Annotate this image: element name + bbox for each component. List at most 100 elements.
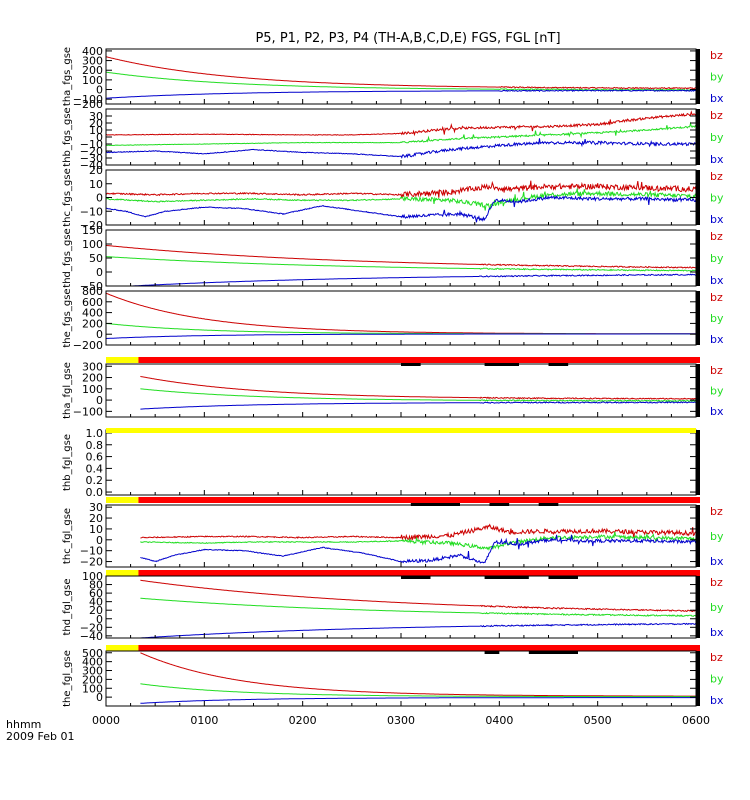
y-axis-label: tha_fgs_gse <box>62 47 73 106</box>
y-tick-label: 0 <box>96 613 103 626</box>
y-tick-label: −20 <box>80 145 103 158</box>
series-group <box>140 579 696 638</box>
panel-frame <box>105 290 697 346</box>
y-tick-label: −10 <box>80 545 103 558</box>
series-bx-line <box>140 401 696 410</box>
legend-bz: bz <box>710 576 723 589</box>
y-tick-label: −20 <box>80 556 103 569</box>
y-tick-label: 500 <box>82 647 103 660</box>
y-axis-label: thd_fgl_gse <box>62 579 73 636</box>
legend-by: by <box>710 71 724 84</box>
series-by-line <box>106 121 696 147</box>
series-by-line <box>106 256 696 272</box>
y-tick-label: 10 <box>89 523 103 536</box>
y-tick-label: 0.2 <box>86 474 104 487</box>
legend-bx: bx <box>710 694 724 707</box>
panel-edge-bar <box>696 651 700 706</box>
series-bz-line <box>106 56 696 90</box>
series-bz-line <box>140 652 696 697</box>
panel-edge-bar <box>696 170 700 225</box>
y-tick-label: 150 <box>82 224 103 237</box>
y-tick-label: 100 <box>82 74 103 87</box>
legend-by: by <box>710 673 724 686</box>
series-by-line <box>106 322 696 335</box>
legend-bz: bz <box>710 651 723 664</box>
y-axis-label: thc_fgl_gse <box>62 508 73 564</box>
panel-edge-bar <box>696 49 700 104</box>
y-tick-label: 10 <box>89 178 103 191</box>
quality-flag-red <box>138 645 700 651</box>
series-group <box>106 56 696 99</box>
y-tick-label: 20 <box>89 117 103 130</box>
series-bz-line <box>106 244 696 269</box>
series-bx-line <box>140 697 696 704</box>
y-axis-label: the_fgs_gse <box>62 288 73 347</box>
y-tick-label: 400 <box>82 45 103 58</box>
series-bz-line <box>140 375 696 400</box>
y-tick-label: 80 <box>89 579 103 592</box>
y-axis-label: thc_fgs_gse <box>62 168 73 227</box>
legend-bz: bz <box>710 291 723 304</box>
legend-bz: bz <box>710 49 723 62</box>
y-tick-label: −10 <box>80 138 103 151</box>
panel-frame <box>105 575 697 639</box>
y-tick-label: 60 <box>89 587 103 600</box>
legend-by: by <box>710 530 724 543</box>
series-by-line <box>106 71 696 92</box>
legend-bx: bx <box>710 213 724 226</box>
x-tick-label: 0200 <box>289 714 317 727</box>
y-tick-label: −40 <box>80 630 103 643</box>
y-tick-label: 100 <box>82 682 103 695</box>
y-tick-label: 300 <box>82 360 103 373</box>
series-bx-line <box>106 333 696 339</box>
y-tick-label: 0 <box>96 534 103 547</box>
quality-flag-yellow <box>106 357 139 363</box>
y-tick-label: 600 <box>82 296 103 309</box>
mode-mark <box>484 651 500 654</box>
x-tick-label: 0400 <box>485 714 513 727</box>
series-bz-line <box>140 523 696 542</box>
y-tick-label: 30 <box>89 110 103 123</box>
time-label: hhmm <box>6 718 41 731</box>
mode-mark <box>484 576 529 579</box>
panel-edge-bar <box>696 291 700 345</box>
mode-mark <box>401 576 431 579</box>
mode-mark <box>528 651 578 654</box>
legend-bx: bx <box>710 274 724 287</box>
legend-bz: bz <box>710 364 723 377</box>
series-bx-line <box>140 534 696 564</box>
y-tick-label: 300 <box>82 55 103 68</box>
x-tick-label: 0600 <box>682 714 710 727</box>
y-tick-label: 800 <box>82 285 103 298</box>
series-group <box>106 180 696 223</box>
legend-bz: bz <box>710 230 723 243</box>
y-tick-label: 100 <box>82 570 103 583</box>
y-axis-label: thb_fgl_gse <box>62 434 73 491</box>
panel-edge-bar <box>696 230 700 286</box>
quality-flag-yellow <box>106 497 139 503</box>
series-group <box>140 652 696 704</box>
series-bz-line <box>140 579 696 613</box>
y-tick-label: −200 <box>73 339 103 352</box>
y-tick-label: −200 <box>73 98 103 111</box>
legend-by: by <box>710 385 724 398</box>
y-tick-label: 0.8 <box>86 439 104 452</box>
chart-title: P5, P1, P2, P3, P4 (TH-A,B,C,D,E) FGS, F… <box>255 31 560 46</box>
y-tick-label: 0 <box>96 691 103 704</box>
series-bz-line <box>106 110 696 137</box>
y-tick-label: 0 <box>96 131 103 144</box>
y-tick-label: 1.0 <box>86 427 104 440</box>
y-axis-label: thb_fgs_gse <box>62 107 73 166</box>
y-tick-label: 0 <box>96 266 103 279</box>
panel-edge-bar <box>696 576 700 638</box>
y-tick-label: 0.4 <box>86 462 104 475</box>
legend-bz: bz <box>710 109 723 122</box>
legend-by: by <box>710 252 724 265</box>
y-tick-label: 0 <box>96 84 103 97</box>
